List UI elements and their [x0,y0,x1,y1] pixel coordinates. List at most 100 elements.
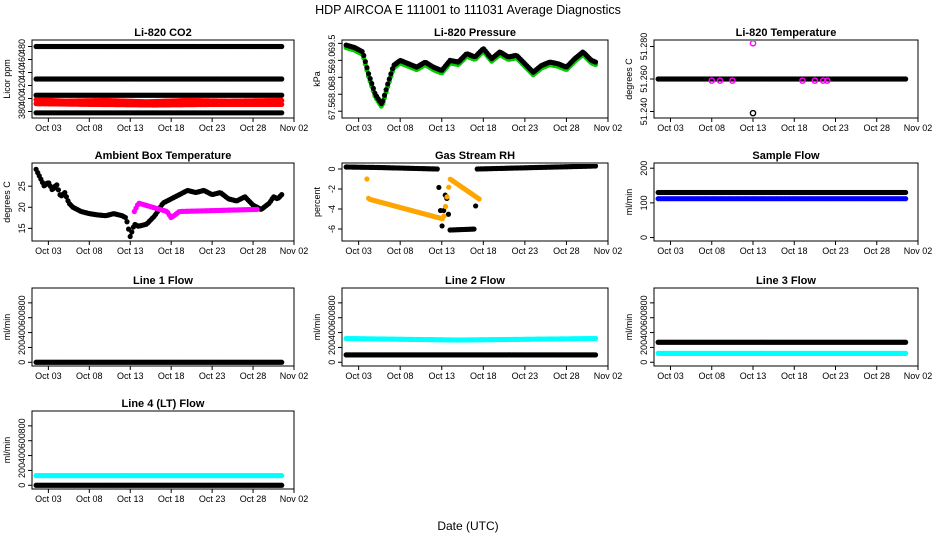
y-tick-label: 0 [327,166,337,171]
panel-title: Line 3 Flow [756,275,816,287]
x-tick-label: Oct 18 [158,123,185,133]
panel-title: Sample Flow [752,150,820,162]
series-line2-black [343,352,599,358]
data-point [903,76,909,82]
y-tick-label: 200 [327,340,337,355]
x-tick-label: Oct 08 [76,494,103,504]
panel-frame [653,287,919,367]
data-point [708,77,716,84]
data-point [592,352,599,358]
data-point [799,77,806,84]
data-point [279,76,285,82]
data-point [124,219,130,225]
panel-3: Ambient Box Temperature Oct 03 Oct 08 Oct 1… [2,150,308,256]
panel-0: Li-820 CO2 Oct 03 Oct 08 Oct 13 Oct 18 Oct 23… [2,27,308,133]
plot-area [343,335,599,358]
x-axis-label: Date (UTC) [437,519,498,533]
y-tick-label: 51.280 [639,33,649,61]
y-tick-label: 440 [17,65,27,80]
data-point [254,206,260,212]
plot-area [655,189,909,202]
x-tick-label: Oct 13 [117,246,144,256]
panel-title: Li-820 Temperature [736,27,837,39]
series-temp-outlier-black [749,109,757,117]
y-tick-label: 400 [327,325,337,340]
x-tick-label: Oct 03 [35,494,62,504]
x-tick-label: Oct 28 [240,246,267,256]
figure-title: HDP AIRCOA E 111001 to 111031 Average Di… [315,3,621,17]
series-sample-blue [655,196,909,202]
x-tick-label: Nov 02 [280,371,309,381]
data-point [903,189,909,196]
data-point [279,359,285,365]
y-tick-label: 600 [17,433,27,448]
data-point [279,482,285,488]
x-tick-label: Oct 08 [387,123,414,133]
x-tick-label: Nov 02 [904,123,933,133]
x-tick-label: Nov 02 [280,123,309,133]
x-tick-label: Oct 23 [822,123,849,133]
plot-area [33,43,285,116]
data-point [592,164,599,169]
panel-frame [653,162,919,242]
panel-title: Line 1 Flow [133,275,193,287]
y-axis-label: degrees C [2,181,12,223]
x-tick-label: Nov 02 [280,246,309,256]
x-tick-label: Oct 03 [657,371,684,381]
data-point [381,92,388,98]
data-point [63,194,69,200]
data-point [380,98,386,104]
data-point [592,335,599,342]
y-tick-label: -6 [327,225,337,233]
data-point [471,226,477,232]
x-tick-label: Oct 23 [199,494,226,504]
data-point [446,184,452,190]
panel-frame [341,287,609,367]
data-point [749,41,757,47]
panel-frame [31,287,295,367]
x-tick-label: Oct 08 [698,246,725,256]
x-tick-label: Oct 28 [553,371,580,381]
data-point [129,229,135,235]
y-axis-label: Licor ppm [2,59,12,99]
y-tick-label: 800 [17,295,27,310]
x-tick-label: Oct 18 [781,123,808,133]
series-pressure [343,42,599,109]
x-tick-label: Oct 18 [470,371,497,381]
x-tick-label: Oct 13 [117,494,144,504]
data-point [279,43,285,50]
panel-title: Line 4 (LT) Flow [122,398,205,410]
x-tick-label: Oct 03 [345,123,372,133]
series-temperature [655,76,909,82]
x-tick-label: Oct 03 [657,246,684,256]
y-tick-label: 200 [639,340,649,355]
y-tick-label: 600 [327,310,337,325]
panel-1: Li-820 Pressure Oct 03 Oct 08 Oct 13 Oct 18 O… [312,27,622,133]
series-rh-orange [364,176,482,222]
x-tick-label: Oct 08 [387,371,414,381]
data-point [823,77,831,84]
series-line-380 [33,110,285,116]
y-tick-label: 0 [327,360,337,365]
y-tick-label: 420 [17,78,27,93]
x-tick-label: Oct 08 [76,246,103,256]
data-point [819,77,827,84]
y-tick-label: 480 [17,39,27,54]
panel-frame [31,410,295,490]
plot-area [33,166,285,240]
data-point [54,182,60,188]
y-tick-label: 25 [17,181,27,191]
panel-frame [341,162,609,242]
series-line-430 [33,76,285,82]
series-line3-black [655,339,909,345]
x-tick-label: Oct 28 [553,246,580,256]
x-tick-label: Oct 23 [199,371,226,381]
data-point [441,213,447,219]
plot-area [33,473,285,488]
panel-8: Line 3 Flow Oct 03 Oct 08 Oct 13 Oct 18 Oct 2… [624,275,932,381]
data-point [445,211,452,217]
x-tick-label: Oct 28 [863,246,890,256]
y-tick-label: -4 [327,205,337,213]
